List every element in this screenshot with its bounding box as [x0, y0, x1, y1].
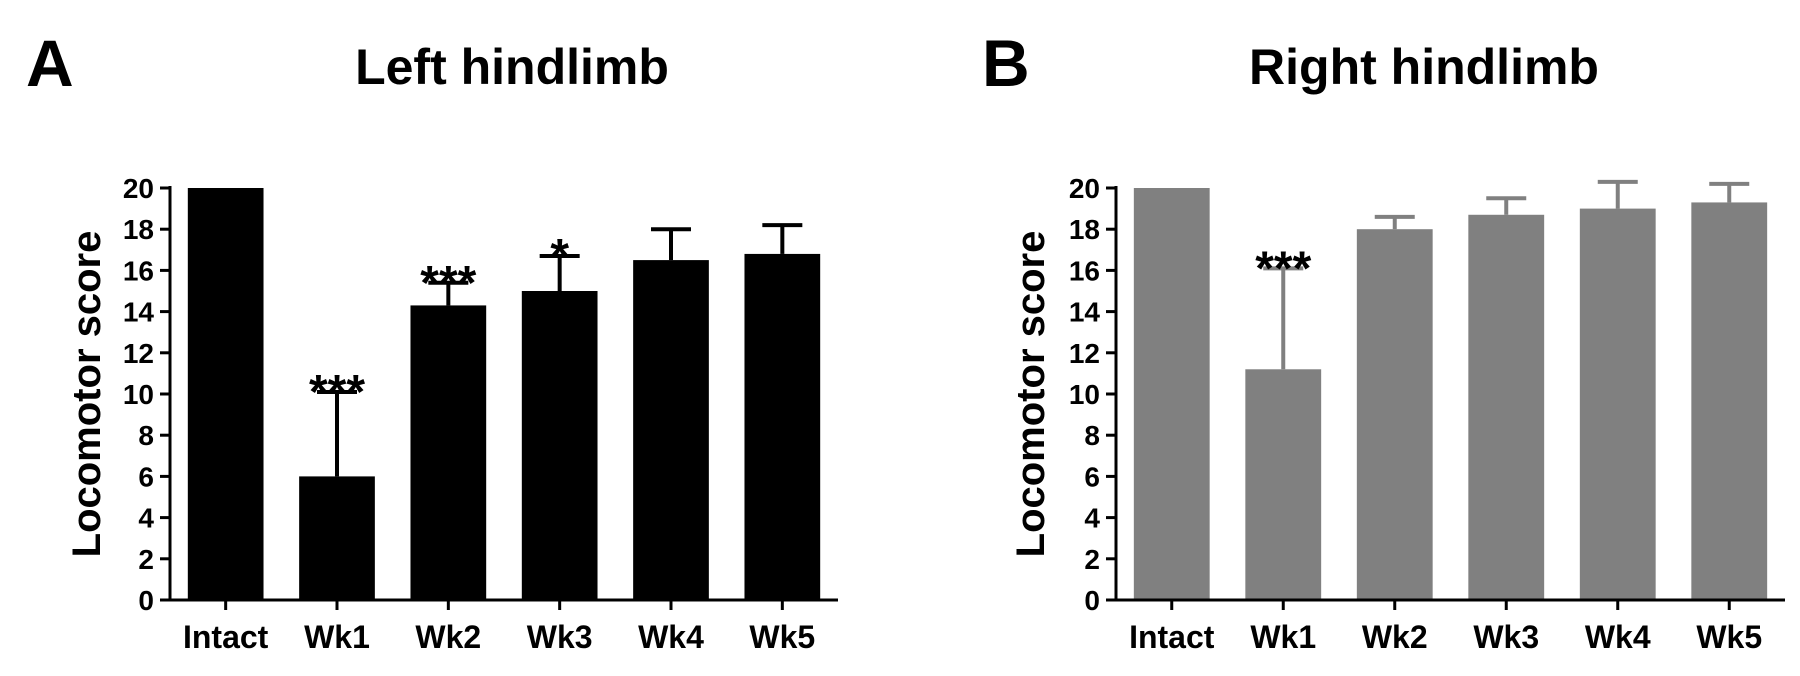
significance-marker-wk1: ***	[1255, 242, 1311, 295]
x-tick-label-wk2: Wk2	[415, 619, 481, 655]
x-tick-label-intact: Intact	[183, 619, 269, 655]
bar-wk5	[1691, 202, 1768, 601]
y-tick-label-4: 4	[138, 503, 154, 534]
x-tick-label-wk2: Wk2	[1362, 619, 1428, 655]
bar-intact	[187, 188, 264, 600]
y-tick-label-14: 14	[1069, 297, 1101, 328]
x-tick-label-intact: Intact	[1129, 619, 1215, 655]
y-tick-label-0: 0	[1084, 585, 1100, 616]
y-tick-label-18: 18	[123, 214, 154, 245]
y-tick-label-14: 14	[123, 297, 155, 328]
y-tick-label-8: 8	[138, 420, 154, 451]
chart-title: Right hindlimb	[1249, 39, 1599, 95]
y-tick-label-6: 6	[138, 461, 154, 492]
y-tick-label-10: 10	[123, 379, 154, 410]
bar-wk3	[1468, 214, 1545, 600]
bar-chart-right-hindlimb: Locomotor score Intact *** Wk1 Wk2 Wk3 Wk4 Wk5 0…	[1009, 173, 1785, 655]
y-tick-label-8: 8	[1084, 420, 1100, 451]
bar-wk3	[521, 291, 598, 600]
bar-wk4	[633, 260, 709, 600]
bar-chart-left-hindlimb: Locomotor score Intact *** Wk1 *** Wk2 * Wk3 Wk4…	[65, 173, 838, 655]
x-tick-label-wk1: Wk1	[304, 619, 370, 655]
y-tick-label-20: 20	[123, 173, 154, 204]
y-tick-label-4: 4	[1084, 503, 1100, 534]
x-tick-label-wk3: Wk3	[527, 619, 593, 655]
y-tick-label-16: 16	[1069, 255, 1100, 286]
chart-title: Left hindlimb	[355, 39, 669, 95]
chart-panel-a: A Left hindlimb Locomotor score Intact ***…	[26, 26, 838, 655]
y-tick-label-20: 20	[1069, 173, 1100, 204]
bar-intact	[1133, 188, 1210, 600]
x-tick-label-wk1: Wk1	[1250, 619, 1316, 655]
panel-label: B	[982, 26, 1030, 100]
y-tick-label-2: 2	[1084, 544, 1100, 575]
significance-marker-wk3: *	[550, 230, 569, 283]
x-tick-label-wk3: Wk3	[1473, 619, 1539, 655]
significance-marker-wk1: ***	[309, 366, 365, 419]
bar-wk2	[410, 305, 487, 600]
y-tick-label-12: 12	[123, 338, 154, 369]
bar-wk4	[1579, 208, 1656, 600]
y-tick-label-0: 0	[138, 585, 154, 616]
x-tick-label-wk5: Wk5	[1696, 619, 1762, 655]
y-axis-label: Locomotor score	[1009, 231, 1053, 558]
chart-panel-b: B Right hindlimb Locomotor score Intact **…	[900, 0, 1800, 676]
y-tick-label-16: 16	[123, 255, 154, 286]
x-tick-label-wk4: Wk4	[638, 619, 704, 655]
y-tick-label-10: 10	[1069, 379, 1100, 410]
bar-wk2	[1356, 229, 1433, 600]
y-tick-label-18: 18	[1069, 214, 1100, 245]
bar-wk5	[744, 253, 821, 601]
y-axis-label: Locomotor score	[65, 231, 109, 558]
y-tick-label-2: 2	[138, 544, 154, 575]
y-tick-label-6: 6	[1084, 461, 1100, 492]
x-tick-label-wk5: Wk5	[749, 619, 815, 655]
bar-wk1	[1245, 369, 1322, 600]
significance-marker-wk2: ***	[420, 257, 476, 310]
panel-label: A	[26, 26, 74, 100]
y-tick-label-12: 12	[1069, 338, 1100, 369]
x-tick-label-wk4: Wk4	[1585, 619, 1651, 655]
bar-wk1	[299, 476, 375, 600]
